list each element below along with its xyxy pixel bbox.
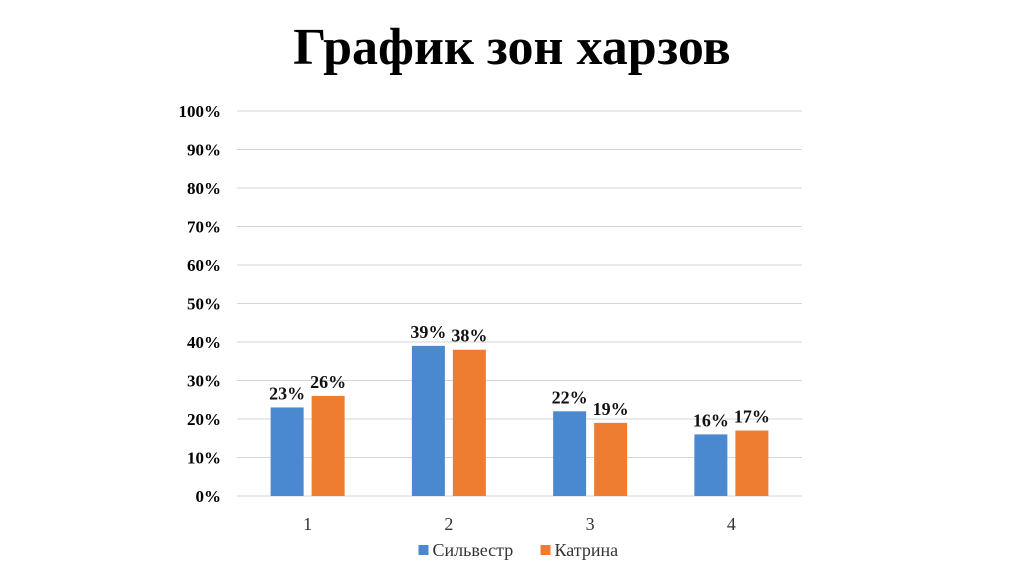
data-label: 16% — [693, 410, 729, 430]
bar-Сильвестр — [694, 434, 728, 496]
legend-swatch — [418, 545, 429, 555]
x-axis-ticks: 1 2 3 4 — [303, 514, 736, 534]
data-label: 19% — [593, 399, 629, 419]
data-label: 23% — [269, 383, 305, 403]
data-label: 17% — [734, 407, 770, 427]
x-tick-label: 2 — [444, 514, 453, 534]
y-tick-label: 60% — [187, 256, 221, 275]
data-labels: 23%26% 39% 38% 22%19% 16% 17% — [269, 322, 770, 431]
y-tick-label: 50% — [187, 295, 221, 314]
y-tick-label: 70% — [187, 218, 221, 237]
y-tick-label: 0% — [196, 487, 222, 506]
y-tick-label: 100% — [179, 102, 222, 121]
bar-Катрина — [452, 349, 486, 496]
data-label: 39% — [410, 322, 446, 342]
y-tick-label: 30% — [187, 372, 221, 391]
legend-label: Катрина — [555, 540, 619, 560]
legend-swatch — [540, 545, 551, 555]
data-label: 26% — [310, 372, 346, 392]
legend: Сильвестр Катрина — [418, 540, 619, 560]
bar-Сильвестр — [411, 345, 445, 496]
y-tick-label: 40% — [187, 333, 221, 352]
bar-Катрина — [311, 395, 345, 496]
y-axis-ticks: 0% 10% 20% 30% 40% 50% 60% 70% 80% 90% 100% — [179, 102, 222, 506]
bar-Катрина — [735, 430, 769, 496]
bar-Сильвестр — [553, 411, 587, 496]
y-tick-label: 10% — [187, 449, 221, 468]
legend-label: Сильвестр — [433, 540, 514, 560]
y-tick-label: 20% — [187, 410, 221, 429]
chart-title: График зон харзов — [293, 19, 731, 76]
x-tick-label: 1 — [303, 514, 312, 534]
data-label: 22% — [552, 387, 588, 407]
y-tick-label: 90% — [187, 141, 221, 160]
bars — [270, 345, 769, 496]
x-tick-label: 4 — [727, 514, 736, 534]
y-tick-label: 80% — [187, 179, 221, 198]
bar-Катрина — [594, 422, 628, 496]
data-label: 38% — [451, 326, 487, 346]
x-tick-label: 3 — [586, 514, 595, 534]
bar-Сильвестр — [270, 407, 304, 496]
